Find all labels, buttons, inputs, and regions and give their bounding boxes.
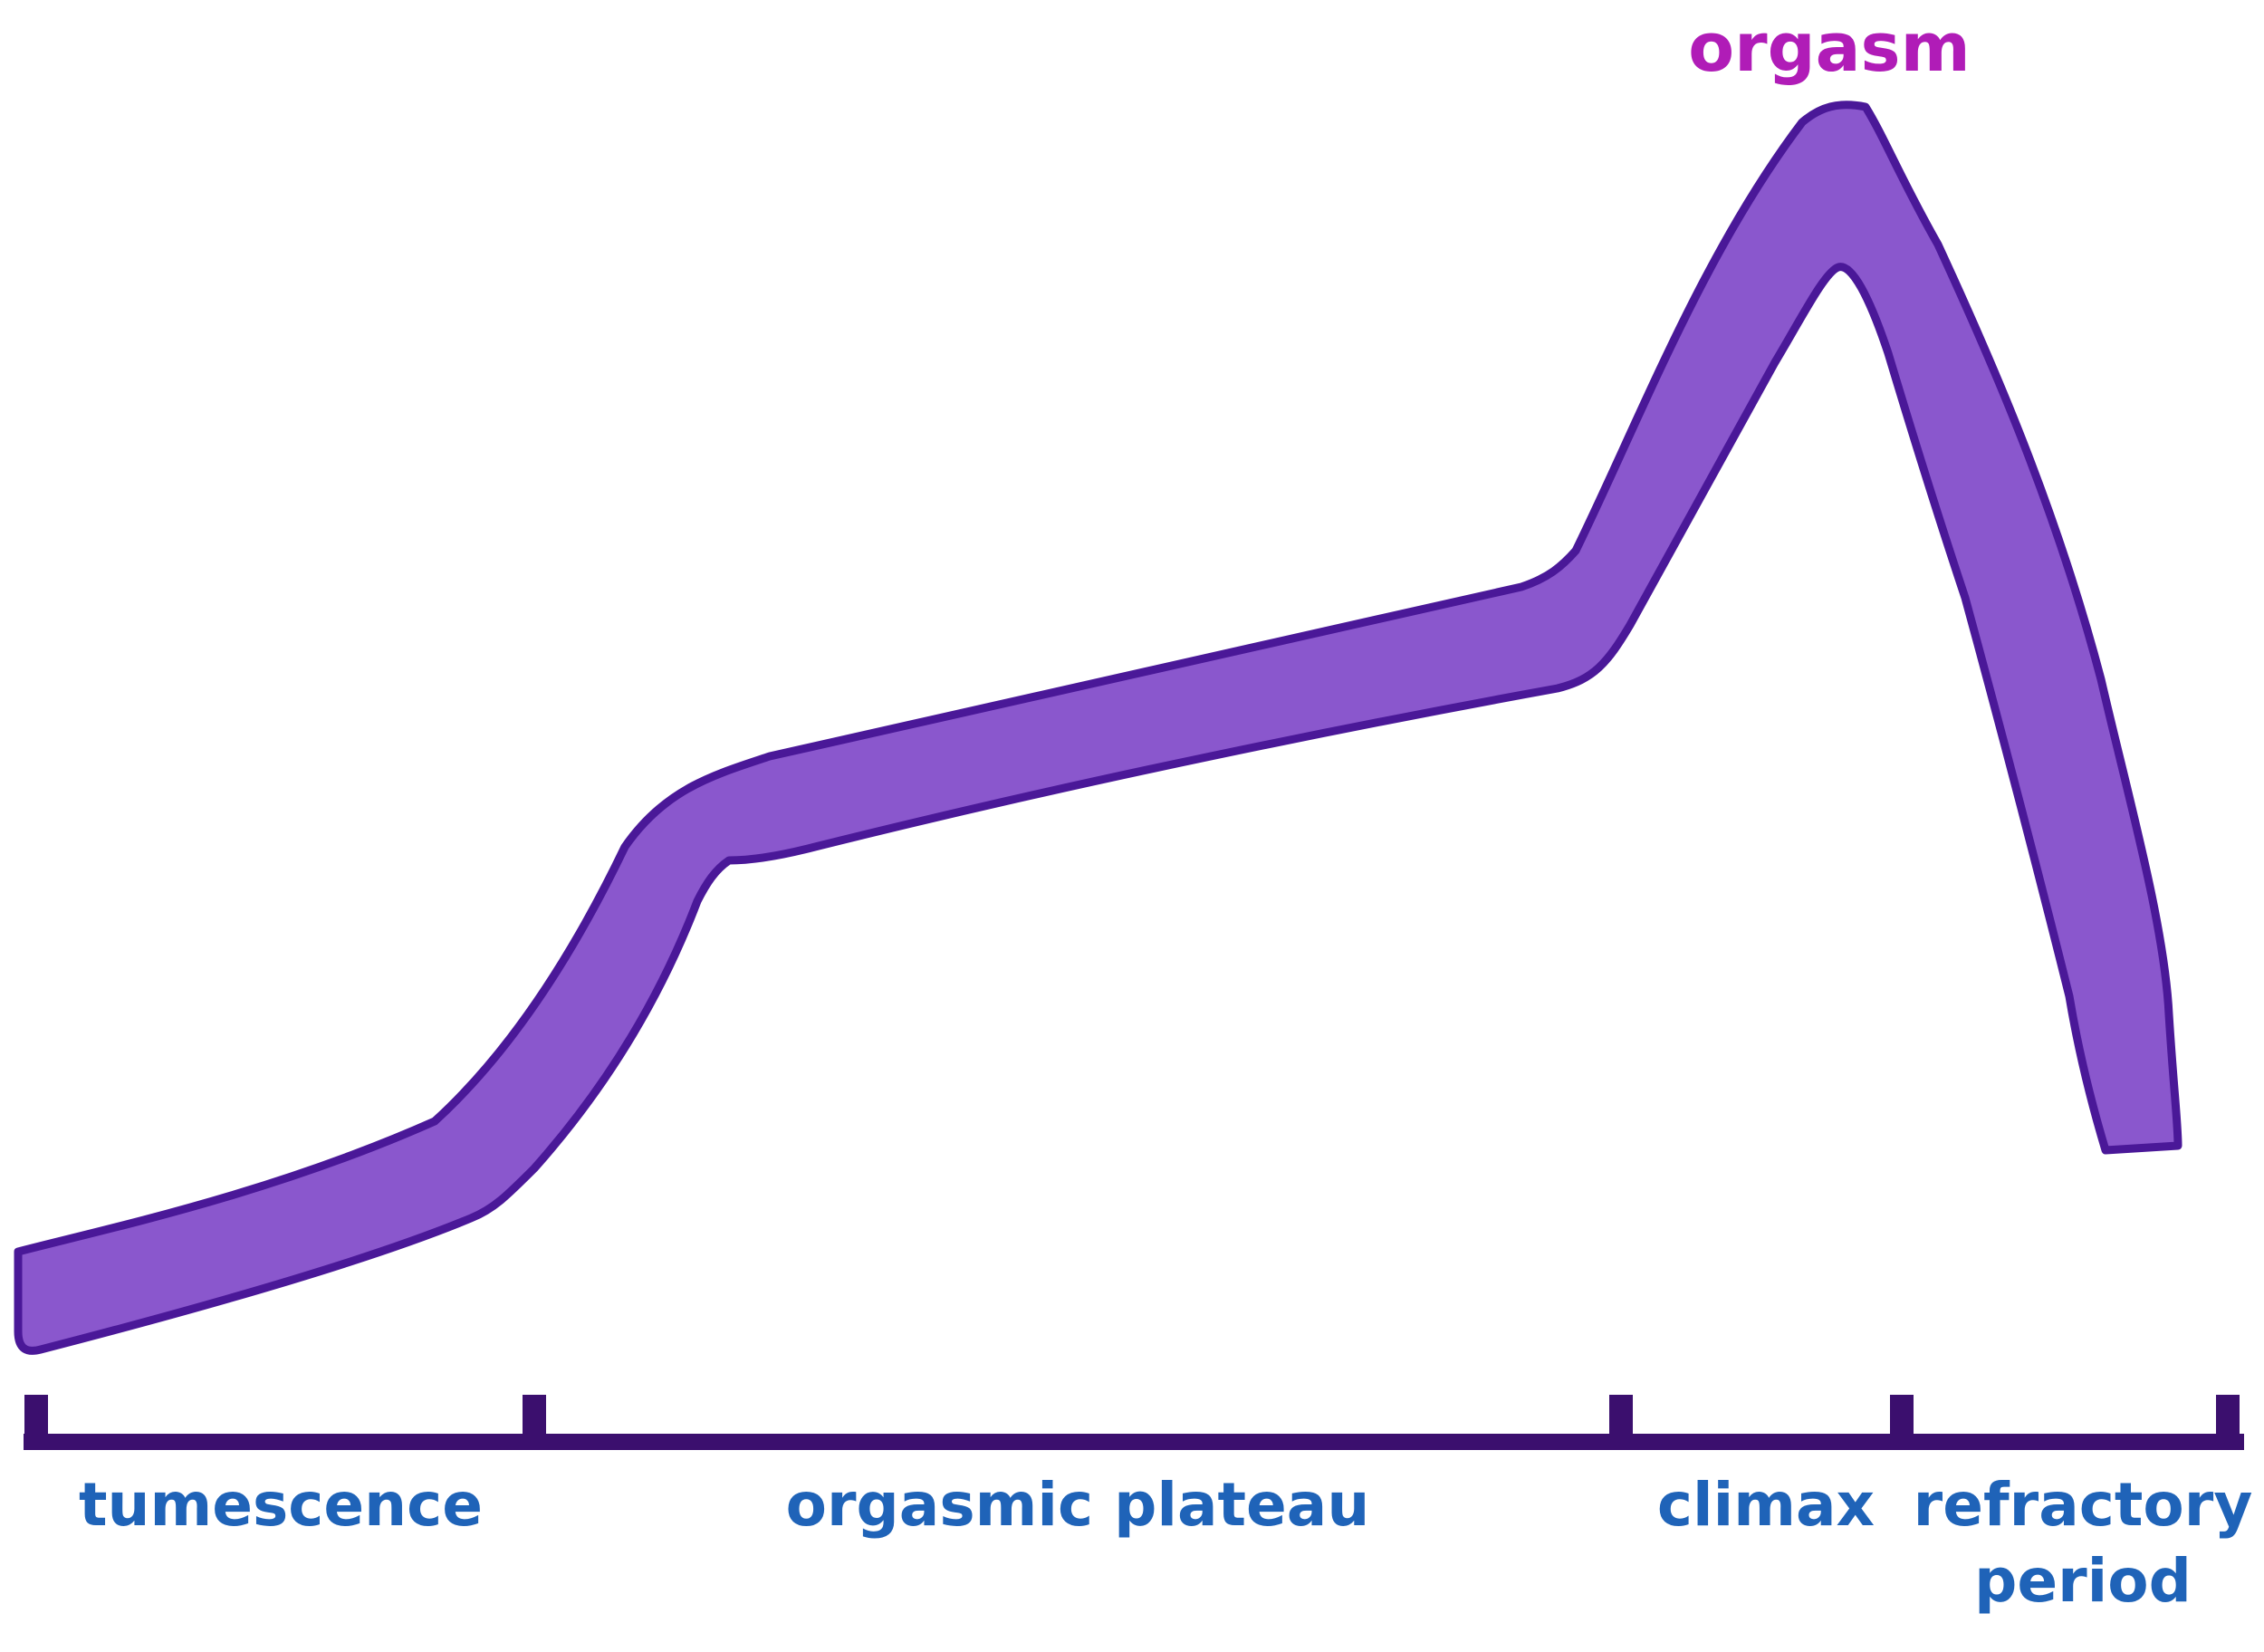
axis-tick-5 [2216,1395,2240,1447]
phase-label-line: period [1974,1546,2192,1616]
axis-tick-4 [1890,1395,1914,1447]
phase-label-line: tumescence [78,1470,484,1540]
phase-label-line: refractory [1913,1470,2253,1540]
phase-label-climax: climax [1639,1467,1893,1543]
phase-label-tumescence: tumescence [36,1467,525,1543]
phase-label-line: climax [1656,1470,1875,1540]
phase-label-refractory-period: refractory period [1902,1467,2264,1619]
phase-label-line: orgasmic plateau [785,1470,1370,1540]
peak-label-orgasm: orgasm [1688,9,1971,87]
arousal-curve-band [14,101,2182,1355]
axis-tick-2 [523,1395,546,1447]
phase-label-orgasmic-plateau: orgasmic plateau [743,1467,1413,1543]
axis-tick-3 [1609,1395,1633,1447]
axis-tick-1 [24,1395,48,1447]
timeline-axis [24,1395,2244,1450]
